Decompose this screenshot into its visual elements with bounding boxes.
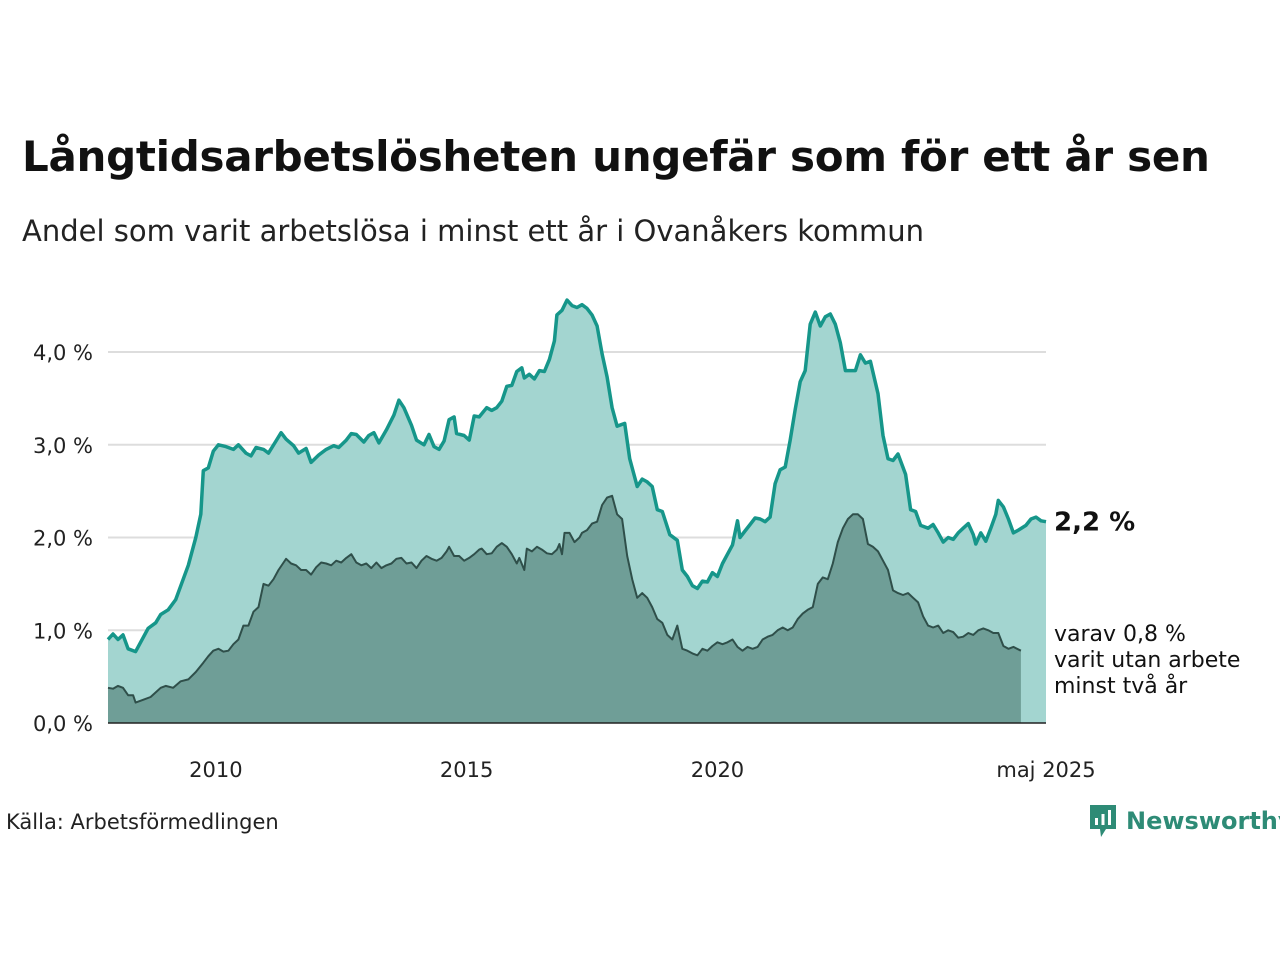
- x-tick-label-1: 2015: [440, 758, 493, 782]
- y-axis-ticks: 0,0 % 1,0 % 2,0 % 3,0 % 4,0 %: [33, 341, 93, 736]
- x-tick-label-3: maj 2025: [996, 758, 1095, 782]
- total-value-label: 2,2 %: [1054, 508, 1135, 538]
- x-axis-ticks: 2010 2015 2020 maj 2025: [189, 758, 1096, 782]
- brand-logo: Newsworthy: [1088, 803, 1280, 839]
- area-two-years-series: [108, 495, 1021, 723]
- y-tick-label-3: 3,0 %: [33, 434, 93, 458]
- y-tick-label-0: 0,0 %: [33, 712, 93, 736]
- y-tick-label-2: 2,0 %: [33, 527, 93, 551]
- x-tick-label-2: 2020: [691, 758, 744, 782]
- chart-subtitle: Andel som varit arbetslösa i minst ett å…: [22, 214, 925, 248]
- x-tick-label-0: 2010: [189, 758, 242, 782]
- y-tick-label-4: 4,0 %: [33, 341, 93, 365]
- sub-label-line-1: varav 0,8 %: [1054, 622, 1186, 647]
- source-note: Källa: Arbetsförmedlingen: [6, 810, 279, 834]
- line-total-series: [106, 298, 1047, 654]
- y-tick-label-1: 1,0 %: [33, 619, 93, 643]
- line-two-years-series: [107, 494, 1022, 704]
- chart-logo-icon: [1090, 805, 1116, 837]
- sub-label-line-3: minst två år: [1054, 673, 1188, 699]
- sub-label-line-2: varit utan arbete: [1054, 648, 1240, 673]
- brand-name: Newsworthy: [1126, 807, 1280, 835]
- chart-title: Långtidsarbetslösheten ungefär som för e…: [22, 132, 1210, 181]
